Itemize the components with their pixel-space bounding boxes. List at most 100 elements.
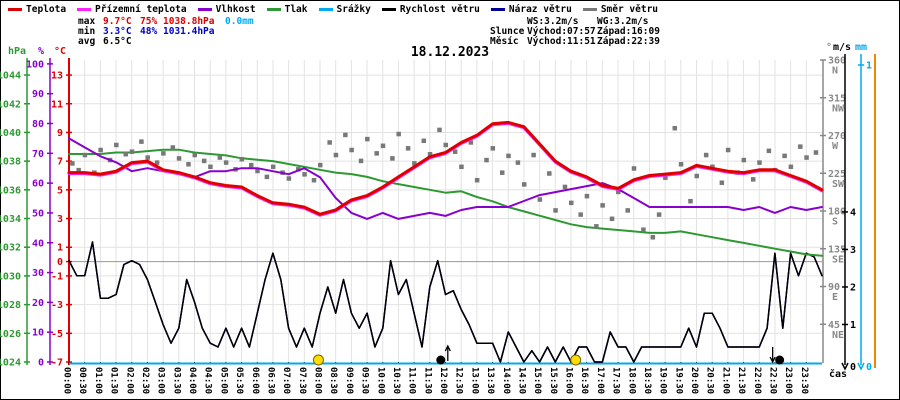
wind-direction-point <box>217 155 223 160</box>
legend-swatch-icon <box>318 8 333 11</box>
time-tick-label: 16:30 <box>579 367 589 394</box>
wind-direction-point <box>537 197 543 202</box>
wind-direction-point <box>248 162 254 168</box>
wind-direction-point <box>484 157 489 163</box>
legend-label: Teplota <box>26 4 67 15</box>
wind-direction-point <box>358 158 364 164</box>
time-tick-label: 02:30 <box>140 367 150 394</box>
time-tick-label: 05:30 <box>234 367 244 394</box>
degc-tick-label: 0 <box>57 257 63 268</box>
legend-label: Tlak <box>284 4 308 15</box>
degc-tick-label: 11 <box>51 99 63 110</box>
pct-tick-label: 50 <box>32 208 44 219</box>
wind-direction-point <box>201 158 207 164</box>
wind-speed-summary: WS:3.2m/s <box>527 16 579 27</box>
wind-direction-point <box>154 160 160 165</box>
dir-tick-label: 90 <box>828 282 840 293</box>
time-tick-label: 04:00 <box>187 367 197 394</box>
time-tick-label: 08:00 <box>313 367 323 394</box>
stat-pressure-value: 1038.8hPa <box>163 16 215 27</box>
pct-axis-title: % <box>38 46 44 57</box>
wind-direction-point <box>788 164 794 170</box>
rychlost-v-tru-line <box>68 241 823 363</box>
wind-direction-point <box>750 177 756 182</box>
mm-axis-arrow-icon <box>857 362 865 371</box>
wind-direction-point <box>264 174 270 180</box>
stat-precip-value: 0.0mm <box>225 16 254 27</box>
dir-cardinal-label: W <box>832 141 839 152</box>
wind-direction-point <box>270 164 276 170</box>
wind-direction-point <box>490 146 496 151</box>
wind-direction-point <box>757 160 762 165</box>
time-tick-label: 11:00 <box>407 367 417 394</box>
x-axis-title: čas <box>829 368 847 380</box>
dir-cardinal-label: SE <box>832 254 844 265</box>
time-tick-label: 21:30 <box>736 367 746 394</box>
dir-cardinal-label: E <box>832 292 838 303</box>
sun-rise-marker-icon <box>312 354 324 366</box>
wind-direction-point <box>474 177 480 183</box>
time-tick-label: 12:00 <box>438 367 448 394</box>
dir-cardinal-label: NE <box>832 330 844 341</box>
wind-direction-point <box>239 156 245 162</box>
wind-direction-point <box>804 155 809 160</box>
wind-direction-point <box>515 160 521 165</box>
stat-label: min <box>78 26 96 37</box>
dir-tick-label: 315 <box>828 93 846 104</box>
legend-item-2: Vlhkost <box>197 4 256 15</box>
dir-cardinal-label: S <box>832 217 838 228</box>
wind-direction-point <box>499 170 505 175</box>
pct-tick-label: 90 <box>32 89 44 100</box>
wind-direction-point <box>427 151 433 157</box>
legend-item-1: Přízemní teplota <box>77 4 187 15</box>
wind-direction-point <box>616 189 621 195</box>
wind-direction-point <box>374 151 379 156</box>
stat-label: max <box>78 16 96 27</box>
dir-tick-label: 270 <box>828 131 846 142</box>
wind-gust-summary: WG:3.2m/s <box>597 16 649 27</box>
wind-direction-point <box>766 148 772 154</box>
hpa-tick-label: 1034 <box>0 214 21 225</box>
legend-label: Srážky <box>336 4 371 15</box>
wind-direction-point <box>98 147 103 153</box>
wind-direction-point <box>688 198 693 204</box>
set-time: Západ:22:39 <box>597 36 660 47</box>
legend-label: Směr větru <box>600 4 659 15</box>
legend-swatch-icon <box>8 8 22 11</box>
pct-tick-label: 0 <box>38 358 44 369</box>
dir-tick-label: 45 <box>828 320 840 331</box>
wind-direction-point <box>694 173 699 179</box>
time-tick-label: 03:30 <box>171 367 181 394</box>
wind-direction-point <box>798 144 803 149</box>
legend-item-5: Rychlost větru <box>381 4 480 15</box>
stat-humidity-value: 48% <box>140 26 158 37</box>
legend-swatch-icon <box>582 8 597 11</box>
hpa-tick-label: 1026 <box>0 329 21 340</box>
pct-tick-label: 20 <box>32 298 44 309</box>
mm-tick-label: 1 <box>866 60 872 71</box>
degc-tick-label: -5 <box>51 329 63 340</box>
legend-swatch-icon <box>381 8 396 11</box>
wind-direction-point <box>650 235 656 240</box>
wind-direction-point <box>296 167 301 172</box>
pct-tick-label: 40 <box>32 238 44 249</box>
moonrise-arrow-icon <box>444 344 451 361</box>
wind-direction-point <box>82 152 88 158</box>
stat-temp-value: 9.7°C <box>103 16 132 27</box>
rise-time: Východ:11:51 <box>527 36 596 47</box>
dir-cardinal-label: SW <box>832 179 845 190</box>
pct-tick-label: 10 <box>32 328 44 339</box>
pct-tick-label: 30 <box>32 268 44 279</box>
pct-tick-label: 60 <box>32 179 44 190</box>
teplota-line <box>67 120 824 216</box>
wind-direction-point <box>506 153 511 159</box>
legend-label: Vlhkost <box>215 4 256 15</box>
wind-direction-point <box>343 132 348 138</box>
sun-set-marker-icon <box>570 354 582 366</box>
time-tick-label: 03:00 <box>156 367 166 394</box>
wind-direction-point <box>678 162 684 167</box>
dir-tick-label: 135 <box>828 244 846 255</box>
time-tick-label: 07:00 <box>281 367 291 394</box>
